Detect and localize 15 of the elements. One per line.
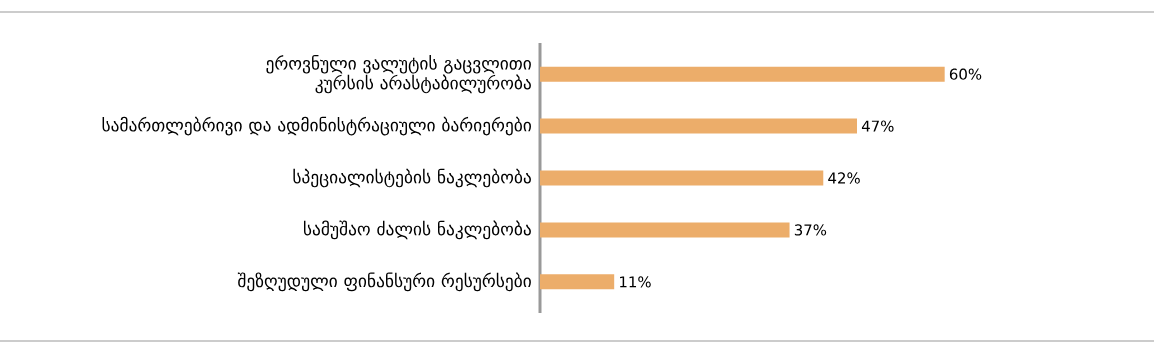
y-tick-label: სამართლებრივი და ადმინისტრაციული ბარიერები (102, 116, 531, 136)
bar (540, 66, 945, 82)
y-tick-label: ეროვნული ვალუტის გაცვლითი კურსის არასტაბილურობა (266, 54, 531, 94)
bar (540, 170, 824, 186)
bar (540, 222, 790, 238)
y-tick-label: სამუშაო ძალის ნაკლებობა (303, 220, 531, 240)
data-label: 42% (828, 172, 860, 184)
data-label: 11% (620, 276, 651, 288)
data-label: 60% (949, 68, 982, 80)
data-label: 47% (861, 120, 894, 132)
bar (540, 274, 615, 290)
y-tick-label: შეზღუდული ფინანსური რესურსები (237, 272, 531, 292)
bar (540, 118, 857, 134)
y-tick-label: სპეციალისტების ნაკლებობა (293, 168, 531, 188)
data-label: 37% (794, 224, 827, 236)
